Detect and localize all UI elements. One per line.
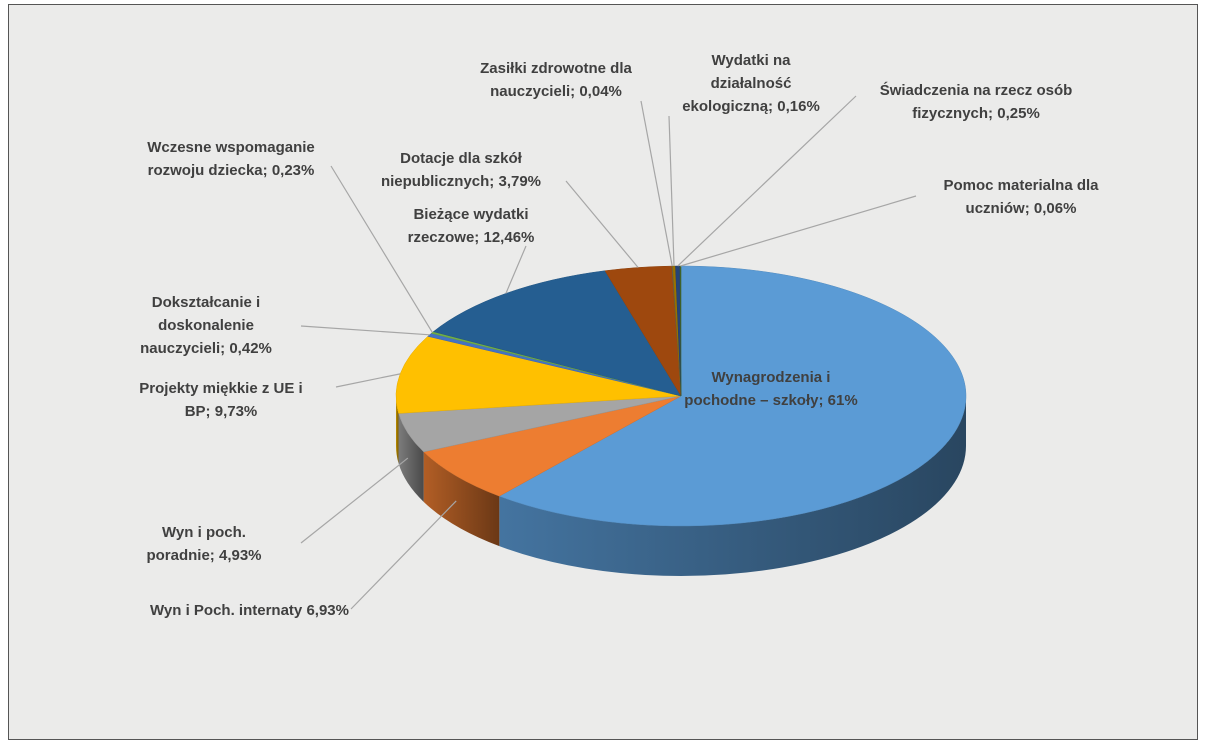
data-label: Wczesne wspomaganie rozwoju dziecka; 0,23… bbox=[121, 136, 341, 182]
label-value: 0,42% bbox=[229, 340, 272, 357]
data-label: Dokształcanie i doskonalenie nauczycieli… bbox=[106, 291, 306, 360]
label-name: Zasiłki zdrowotne dla nauczycieli; bbox=[480, 60, 632, 100]
label-value: 3,79% bbox=[498, 173, 542, 190]
data-label: Wyn i Poch. internaty 6,93% bbox=[99, 599, 349, 622]
label-value: 12,46% bbox=[483, 229, 535, 246]
data-label: Zasiłki zdrowotne dla nauczycieli; 0,04% bbox=[451, 57, 661, 103]
leader-line bbox=[330, 165, 433, 333]
data-label: Wyn i poch. poradnie; 4,93% bbox=[109, 521, 299, 567]
leader-line bbox=[640, 100, 673, 267]
pie-slice bbox=[395, 336, 682, 414]
leader-line bbox=[505, 245, 527, 294]
pie-slice bbox=[498, 265, 967, 527]
data-label: Pomoc materialna dla uczniów; 0,06% bbox=[921, 174, 1121, 220]
leader-line bbox=[680, 195, 917, 267]
chart bbox=[300, 95, 967, 610]
label-value: 61% bbox=[827, 392, 858, 409]
leader-line bbox=[565, 180, 639, 268]
data-label: Wynagrodzenia i pochodne – szkoły; 61% bbox=[681, 366, 861, 412]
data-label: Wydatki na działalność ekologiczną; 0,16% bbox=[681, 49, 821, 118]
label-value: 0,16% bbox=[777, 98, 820, 115]
pie-slice-side bbox=[396, 396, 399, 464]
label-value: 0,04% bbox=[579, 83, 622, 100]
leader-line bbox=[350, 500, 457, 610]
data-label: Projekty miękkie z UE i BP; 9,73% bbox=[101, 377, 341, 423]
chart-area: Wynagrodzenia i pochodne – szkoły; 61% Wyn… bbox=[8, 4, 1198, 740]
label-name: Dokształcanie i doskonalenie nauczycieli… bbox=[140, 294, 261, 357]
leader-line bbox=[668, 115, 675, 267]
leader-line bbox=[335, 373, 401, 388]
leader-line bbox=[677, 95, 857, 267]
pie-slice-side bbox=[423, 451, 500, 547]
data-label: Dotacje dla szkół niepublicznych; 3,79% bbox=[351, 147, 571, 193]
label-value: 0,06% bbox=[1033, 200, 1077, 217]
pie-slice bbox=[423, 395, 682, 497]
label-name: Wyn i Poch. internaty bbox=[150, 602, 303, 619]
label-name: Świadczenia na rzecz osób fizycznych; bbox=[879, 82, 1073, 122]
label-name: Wydatki na działalność ekologiczną; bbox=[682, 52, 792, 115]
label-value: 6,93% bbox=[306, 602, 349, 619]
label-name: Pomoc materialna dla uczniów; bbox=[943, 177, 1099, 217]
pie-slice-side bbox=[398, 413, 424, 502]
leader-line bbox=[300, 325, 430, 336]
label-value: 0,25% bbox=[997, 105, 1040, 122]
label-value: 0,23% bbox=[271, 162, 315, 179]
data-label: Bieżące wydatki rzeczowe; 12,46% bbox=[391, 203, 551, 249]
label-name: Bieżące wydatki rzeczowe; bbox=[407, 206, 529, 246]
label-value: 9,73% bbox=[214, 403, 258, 420]
label-name: Projekty miękkie z UE i BP; bbox=[139, 380, 303, 420]
pie-slice-side bbox=[499, 396, 966, 577]
data-label: Świadczenia na rzecz osób fizycznych; 0,2… bbox=[851, 79, 1101, 125]
leader-line bbox=[300, 457, 409, 544]
label-name: Wynagrodzenia i pochodne – szkoły; bbox=[684, 369, 831, 409]
label-name: Dotacje dla szkół niepublicznych; bbox=[380, 150, 522, 190]
label-value: 4,93% bbox=[218, 547, 262, 564]
label-name: Wyn i poch. poradnie; bbox=[146, 524, 246, 564]
label-name: Wczesne wspomaganie rozwoju dziecka; bbox=[147, 139, 315, 179]
